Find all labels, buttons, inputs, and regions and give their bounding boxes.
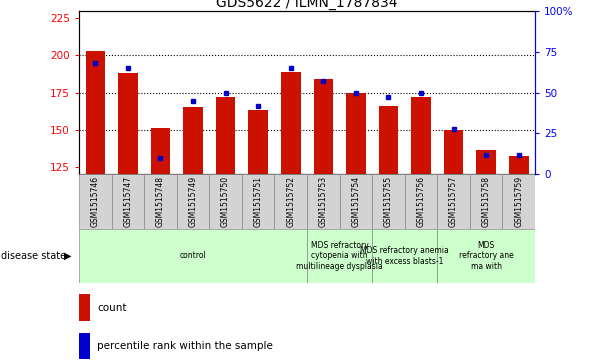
Bar [86,51,105,174]
Bar [249,110,268,174]
Bar [437,174,470,229]
Bar [314,79,333,174]
Text: count: count [97,303,127,313]
Bar [79,174,112,229]
Text: GSM1515757: GSM1515757 [449,176,458,227]
Text: percentile rank within the sample: percentile rank within the sample [97,341,273,351]
Text: control: control [180,252,206,260]
Text: GSM1515754: GSM1515754 [351,176,361,227]
Text: MDS refractory anemia
with excess blasts-1: MDS refractory anemia with excess blasts… [361,246,449,266]
Text: GSM1515746: GSM1515746 [91,176,100,227]
Bar [502,174,535,229]
Text: GSM1515748: GSM1515748 [156,176,165,227]
Text: GSM1515753: GSM1515753 [319,176,328,227]
Text: GSM1515755: GSM1515755 [384,176,393,227]
Text: MDS
refractory ane
ma with: MDS refractory ane ma with [459,241,514,271]
Text: GSM1515750: GSM1515750 [221,176,230,227]
Bar [183,107,203,174]
Bar [444,130,463,174]
Text: GSM1515749: GSM1515749 [188,176,198,227]
Bar [437,229,535,283]
Bar [379,106,398,174]
Bar [274,174,307,229]
Bar [405,174,437,229]
Bar [372,229,437,283]
Text: disease state: disease state [1,251,66,261]
Text: GSM1515752: GSM1515752 [286,176,295,227]
Bar [411,97,431,174]
Bar [509,156,528,174]
Bar [209,174,242,229]
Bar [307,229,372,283]
Text: GSM1515751: GSM1515751 [254,176,263,227]
Bar [112,174,144,229]
Bar [281,72,300,174]
Bar [79,229,307,283]
Bar [79,333,91,359]
Bar [177,174,209,229]
Text: MDS refractory
cytopenia with
multilineage dysplasia: MDS refractory cytopenia with multilinea… [296,241,383,271]
Bar [151,128,170,174]
Text: ▶: ▶ [64,251,71,261]
Bar [470,174,502,229]
Bar [79,294,91,321]
Bar [307,174,340,229]
Text: GSM1515759: GSM1515759 [514,176,523,227]
Bar [118,73,137,174]
Bar [372,174,405,229]
Text: GSM1515756: GSM1515756 [416,176,426,227]
Bar [242,174,274,229]
Bar [340,174,372,229]
Text: GSM1515758: GSM1515758 [482,176,491,227]
Bar [346,93,365,174]
Text: GSM1515747: GSM1515747 [123,176,133,227]
Bar [144,174,177,229]
Title: GDS5622 / ILMN_1787834: GDS5622 / ILMN_1787834 [216,0,398,10]
Bar [216,97,235,174]
Bar [477,151,496,174]
